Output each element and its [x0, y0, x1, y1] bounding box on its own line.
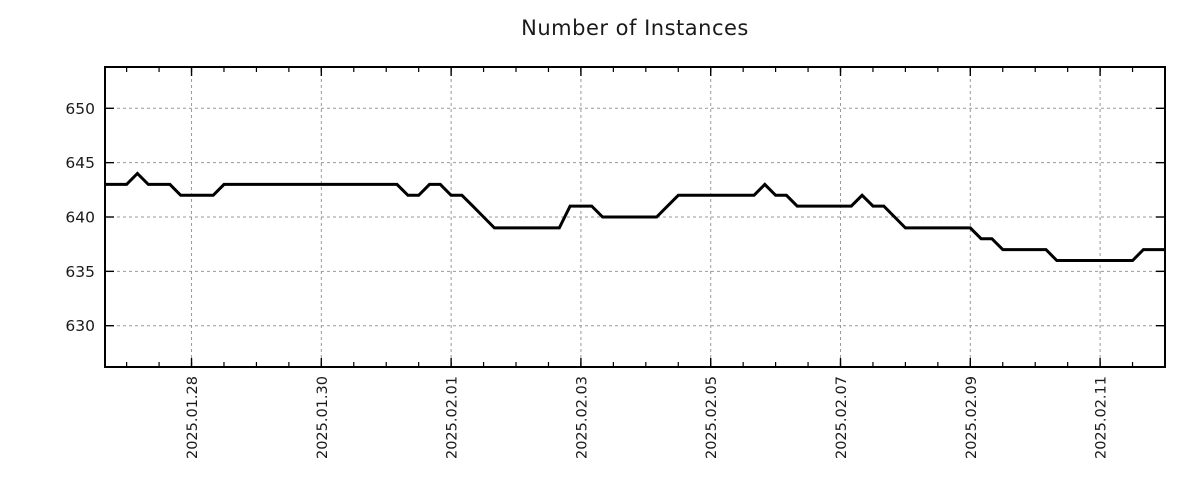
x-tick-label: 2025.02.01: [445, 376, 461, 459]
chart-title: Number of Instances: [521, 16, 749, 40]
y-tick-label: 630: [65, 317, 95, 335]
x-tick-label: 2025.01.30: [315, 376, 331, 459]
y-tick-label: 635: [65, 263, 95, 281]
x-tick-label: 2025.02.07: [834, 376, 850, 459]
series-line: [105, 171, 1165, 262]
y-tick-label: 640: [65, 209, 95, 227]
y-tick-label: 650: [65, 100, 95, 118]
y-tick-label: 645: [65, 154, 95, 172]
x-tick-label: 2025.02.03: [574, 376, 590, 459]
x-tick-label: 2025.02.05: [704, 376, 720, 459]
x-tick-label: 2025.01.28: [185, 376, 201, 459]
x-tick-label: 2025.02.11: [1094, 376, 1110, 459]
plot-border: [104, 66, 1166, 368]
x-tick-label: 2025.02.09: [964, 376, 980, 459]
